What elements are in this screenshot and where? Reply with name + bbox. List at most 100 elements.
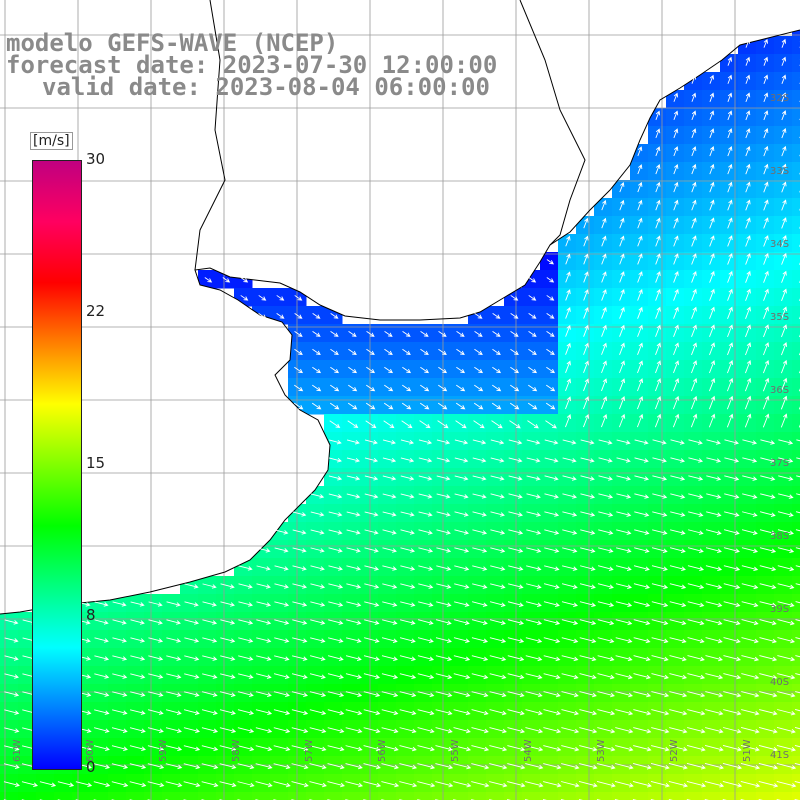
wind-arrow: [310, 583, 326, 589]
wind-arrow: [579, 619, 597, 626]
wind-arrow: [759, 709, 778, 716]
wind-speed-cell: [792, 180, 800, 199]
wind-arrow: [565, 253, 571, 265]
wind-arrow: [329, 420, 341, 429]
wind-arrow: [202, 637, 218, 643]
wind-arrow: [474, 384, 484, 392]
wind-arrow: [745, 324, 751, 338]
wind-arrow: [129, 745, 147, 752]
wind-arrow: [525, 601, 542, 607]
wind-arrow: [706, 493, 722, 499]
wind-arrow: [273, 781, 291, 788]
wind-arrow: [528, 366, 538, 374]
wind-arrow: [382, 583, 398, 589]
wind-arrow: [601, 306, 607, 319]
wind-arrow: [238, 619, 254, 625]
wind-arrow: [686, 745, 706, 752]
wind-arrow: [705, 547, 722, 553]
wind-arrow: [741, 619, 759, 626]
wind-arrow: [709, 360, 716, 374]
wind-arrow: [420, 384, 430, 392]
wind-speed-cell: [792, 198, 800, 217]
wind-arrow: [436, 601, 452, 607]
wind-arrow: [39, 781, 57, 788]
wind-arrow: [346, 493, 361, 499]
wind-arrow: [183, 709, 200, 715]
wind-arrow: [795, 511, 800, 514]
wind-arrow: [489, 601, 506, 607]
wind-arrow: [745, 163, 751, 175]
wind-arrow: [691, 74, 697, 84]
wind-arrow: [758, 745, 778, 752]
wind-arrow: [637, 271, 643, 283]
wind-arrow: [669, 727, 688, 734]
wind-arrow: [691, 235, 697, 247]
wind-arrow: [633, 583, 651, 590]
wind-arrow: [454, 475, 469, 481]
wind-arrow: [780, 395, 788, 410]
wind-arrow: [777, 601, 795, 608]
wind-arrow: [650, 781, 670, 788]
wind-arrow: [4, 637, 19, 643]
wind-arrow: [202, 601, 217, 607]
wind-arrow: [600, 413, 608, 428]
wind-arrow: [21, 781, 39, 788]
wind-arrow: [760, 439, 776, 445]
wind-arrow: [636, 395, 644, 410]
wind-arrow: [597, 673, 615, 680]
wind-arrow: [294, 295, 303, 301]
wind-arrow: [781, 342, 788, 356]
wind-arrow: [255, 781, 273, 788]
wind-arrow: [237, 691, 254, 697]
wind-arrow: [673, 128, 679, 139]
wind-arrow: [276, 295, 285, 301]
lon-label-57w: 57W: [304, 739, 315, 762]
wind-arrow: [456, 366, 466, 374]
wind-arrow: [363, 727, 381, 734]
wind-arrow: [615, 601, 633, 608]
wind-arrow: [597, 655, 615, 662]
wind-arrow: [637, 324, 643, 337]
wind-arrow: [597, 763, 616, 770]
wind-arrow: [544, 529, 560, 535]
wind-arrow: [669, 619, 687, 626]
wind-arrow: [705, 637, 723, 644]
wind-arrow: [454, 601, 470, 607]
wind-arrow: [759, 691, 778, 698]
wind-arrow: [597, 709, 616, 716]
wind-arrow: [346, 637, 362, 643]
wind-arrow: [310, 511, 325, 517]
wind-arrow: [328, 619, 344, 625]
wind-arrow: [456, 348, 465, 356]
wind-arrow: [795, 529, 800, 532]
wind-arrow: [619, 271, 625, 283]
wind-arrow: [492, 348, 501, 356]
wind-arrow: [418, 583, 434, 589]
wind-arrow: [258, 295, 267, 301]
wind-arrow: [274, 547, 289, 553]
wind-arrow: [454, 583, 470, 589]
wind-arrow: [274, 529, 289, 535]
wind-arrow: [509, 402, 520, 410]
wind-arrow: [94, 601, 109, 607]
wind-arrow: [705, 691, 724, 698]
wind-speed-cell: [270, 792, 289, 800]
wind-arrow: [165, 781, 183, 788]
wind-speed-cell: [792, 522, 800, 541]
wind-arrow: [795, 619, 800, 622]
wind-arrow: [726, 395, 734, 410]
wind-arrow: [781, 199, 787, 211]
wind-arrow: [709, 235, 715, 247]
wind-speed-cell: [54, 792, 73, 800]
wind-arrow: [723, 655, 741, 662]
wind-arrow: [673, 378, 680, 392]
wind-arrow: [508, 583, 524, 589]
wind-arrow: [601, 378, 608, 392]
wind-arrow: [763, 110, 769, 121]
wind-arrow: [776, 780, 797, 788]
wind-arrow: [489, 619, 506, 625]
wind-speed-cell: [576, 792, 595, 800]
wind-arrow: [525, 709, 543, 716]
wind-arrow: [745, 252, 751, 265]
wind-arrow: [722, 763, 742, 770]
